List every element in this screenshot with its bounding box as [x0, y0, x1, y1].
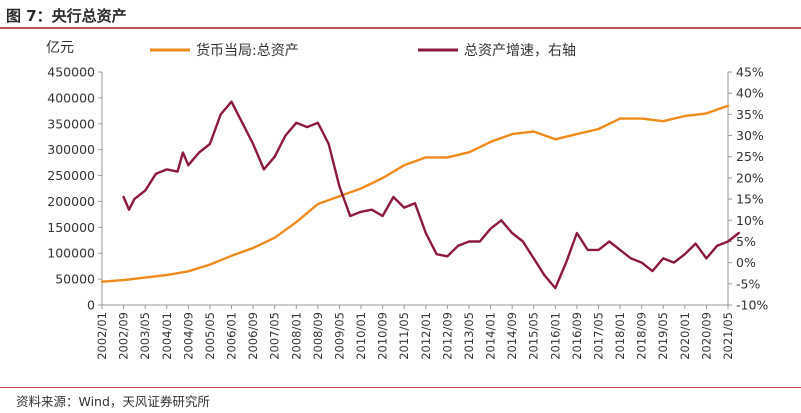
left-axis-unit: 亿元	[46, 40, 74, 56]
right-tick-label: -5%	[736, 276, 760, 291]
right-tick-label: 15%	[736, 192, 764, 207]
x-tick-label: 2013/05	[462, 312, 476, 360]
left-tick-label: 250000	[47, 168, 95, 183]
right-tick-label: 30%	[736, 128, 764, 143]
left-tick-label: 50000	[55, 272, 95, 287]
x-tick-label: 2008/09	[311, 312, 325, 360]
x-tick-label: 2002/09	[117, 312, 131, 360]
x-axis-ticks: 2002/01 2002/09 2003/05 2004/01 2004/09 2005/…	[95, 305, 735, 360]
legend-label-total-assets: 货币当局:总资产	[196, 42, 299, 59]
left-axis-ticks: 0 50000 100000 150000 200000 250000 300000 3500…	[47, 65, 102, 313]
x-tick-label: 2017/05	[591, 312, 605, 360]
left-tick-label: 0	[87, 298, 95, 313]
legend: 货币当局:总资产 总资产增速，右轴	[150, 42, 576, 59]
right-tick-label: -10%	[736, 298, 768, 313]
x-tick-label: 2006/09	[246, 312, 260, 360]
left-tick-label: 100000	[47, 246, 95, 261]
central-bank-assets-chart: 0 50000 100000 150000 200000 250000 300000 3500…	[47, 42, 768, 360]
x-tick-label: 2005/05	[203, 312, 217, 360]
right-tick-label: 25%	[736, 149, 764, 164]
x-tick-label: 2004/01	[160, 312, 174, 360]
x-tick-label: 2020/01	[678, 312, 692, 360]
x-tick-label: 2018/09	[635, 312, 649, 360]
x-tick-label: 2010/01	[354, 312, 368, 360]
x-tick-label: 2021/05	[721, 312, 735, 360]
x-tick-label: 2020/09	[699, 312, 713, 360]
left-tick-label: 350000	[47, 116, 95, 131]
top-rule	[0, 27, 801, 29]
right-tick-label: 35%	[736, 107, 764, 122]
x-tick-label: 2014/01	[484, 312, 498, 360]
right-tick-label: 40%	[736, 86, 764, 101]
right-tick-label: 10%	[736, 213, 764, 228]
x-tick-label: 2018/01	[613, 312, 627, 360]
right-tick-label: 5%	[736, 234, 756, 249]
right-tick-label: 20%	[736, 170, 764, 185]
bottom-rule	[0, 387, 801, 388]
left-tick-label: 200000	[47, 194, 95, 209]
legend-label-growth-rate: 总资产增速，右轴	[464, 43, 576, 59]
x-tick-label: 2003/05	[138, 312, 152, 360]
left-tick-label: 450000	[47, 65, 95, 80]
total-assets-line	[100, 104, 730, 283]
x-tick-label: 2007/05	[268, 312, 282, 360]
x-tick-label: 2011/05	[397, 312, 411, 360]
axes	[101, 72, 729, 306]
right-tick-label: 45%	[736, 65, 764, 80]
x-tick-label: 2016/01	[548, 312, 562, 360]
left-tick-label: 150000	[47, 220, 95, 235]
x-tick-label: 2015/05	[527, 312, 541, 360]
x-tick-label: 2008/01	[289, 312, 303, 360]
x-tick-label: 2014/09	[505, 312, 519, 360]
right-axis-ticks: -10% -5% 0% 5% 10% 15% 20% 25% 30% 35% 40% 45%	[728, 65, 768, 313]
x-tick-label: 2010/09	[376, 312, 390, 360]
left-tick-label: 300000	[47, 142, 95, 157]
x-tick-label: 2009/05	[332, 312, 346, 360]
source-note: 资料来源：Wind，天风证券研究所	[16, 394, 210, 409]
x-tick-label: 2004/09	[181, 312, 195, 360]
x-tick-label: 2016/09	[570, 312, 584, 360]
x-tick-label: 2002/01	[95, 312, 109, 360]
series-lines	[100, 100, 740, 290]
right-tick-label: 0%	[736, 255, 756, 270]
x-tick-label: 2006/01	[225, 312, 239, 360]
x-tick-label: 2012/09	[440, 312, 454, 360]
x-tick-label: 2019/05	[656, 312, 670, 360]
growth-rate-line	[122, 100, 740, 290]
x-tick-label: 2012/01	[419, 312, 433, 360]
left-tick-label: 400000	[47, 90, 95, 105]
chart-title: 图 7：央行总资产	[6, 7, 127, 25]
